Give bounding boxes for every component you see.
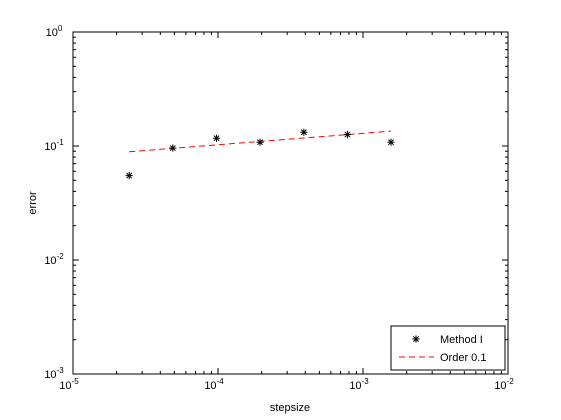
plot-area: [72, 31, 509, 375]
y-tick-label: 10-3: [44, 366, 64, 381]
y-tick-label: 10-2: [44, 252, 64, 267]
data-point-method-i: [300, 128, 308, 136]
legend-label-order: Order 0.1: [440, 352, 486, 364]
x-tick-label: 10-4: [204, 377, 224, 392]
legend-box: [390, 325, 506, 371]
series-marks: [125, 128, 395, 180]
y-axis-title: error: [27, 191, 39, 215]
y-tick-label: 100: [46, 24, 63, 39]
data-point-method-i: [256, 138, 264, 146]
y-tick-labels: 10-3 10-2 10-1 100: [44, 24, 64, 381]
data-point-method-i: [387, 138, 395, 146]
x-tick-label: 10-3: [349, 377, 369, 392]
legend-marker-method-i: [412, 335, 420, 343]
data-point-method-i: [169, 144, 177, 152]
legend-label-method-i: Method I: [440, 334, 483, 346]
x-tick-labels: 10-5 10-4 10-3 10-2: [59, 377, 514, 392]
axis-ticks: [72, 31, 509, 375]
data-point-method-i: [212, 134, 221, 142]
legend: Method I Order 0.1: [390, 325, 506, 371]
x-tick-label: 10-2: [494, 377, 514, 392]
data-point-method-i: [343, 130, 352, 139]
x-axis-title: stepsize: [270, 402, 310, 414]
data-point-method-i: [125, 171, 133, 180]
x-tick-label: 10-5: [59, 377, 79, 392]
y-tick-label: 10-1: [44, 138, 64, 153]
